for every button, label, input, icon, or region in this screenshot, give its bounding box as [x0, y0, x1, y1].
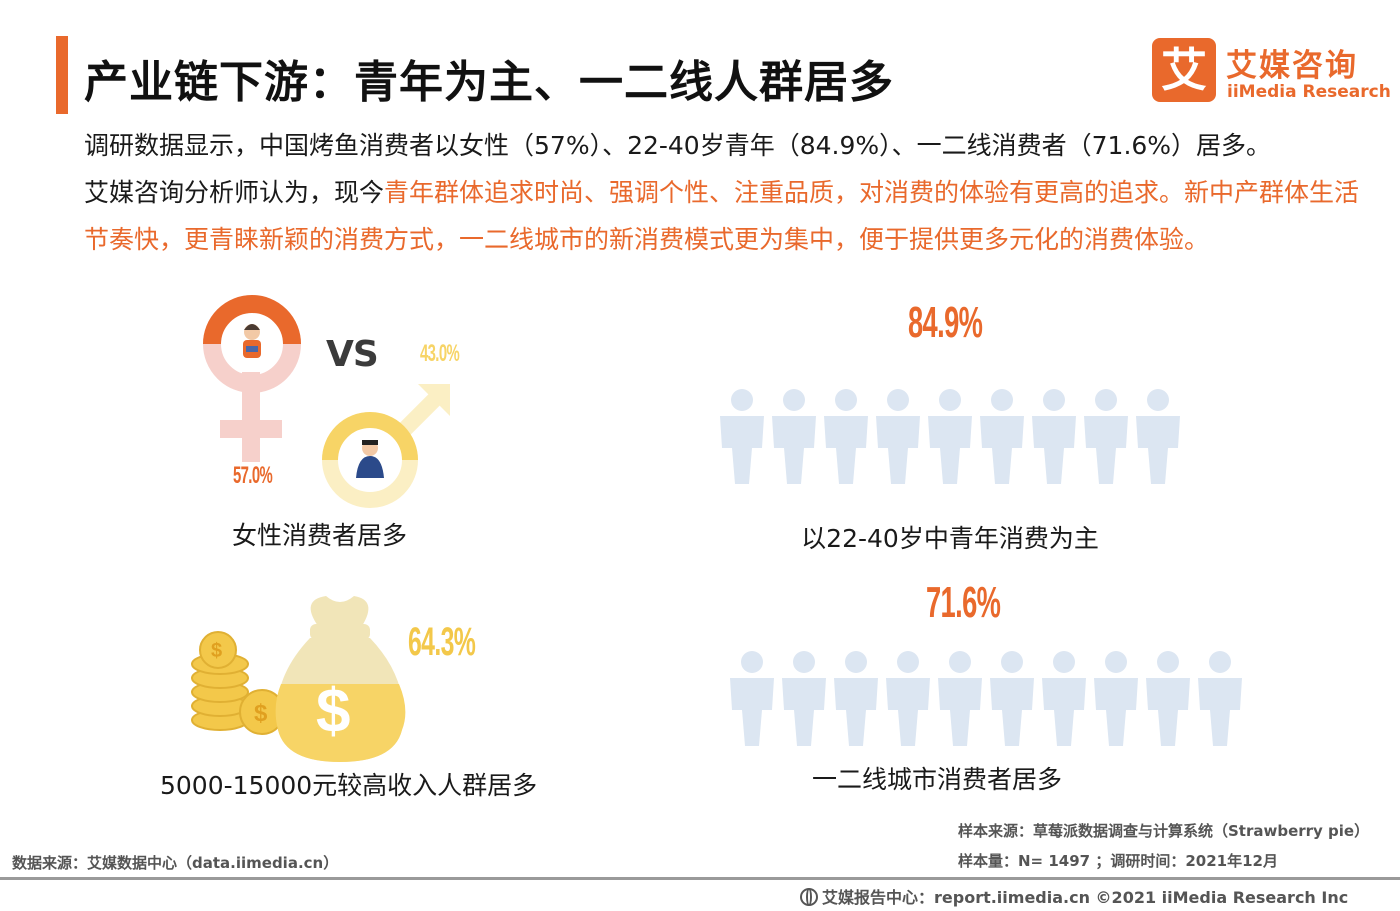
person-icon — [1136, 389, 1180, 484]
money-bag-icon: $ $ $ — [191, 596, 406, 762]
person-icon — [876, 389, 920, 484]
page-title: 产业链下游：青年为主、一二线人群居多 — [84, 57, 894, 108]
data-source: 数据来源：艾媒数据中心（data.iimedia.cn） — [12, 854, 339, 872]
svg-text:$: $ — [211, 640, 222, 662]
svg-text:$: $ — [316, 677, 350, 746]
female-symbol-icon — [203, 295, 301, 462]
intro-line-1: 调研数据显示，中国烤鱼消费者以女性（57%）、22-40岁青年（84.9%）、一… — [84, 131, 1272, 160]
title-accent-bar — [56, 36, 68, 114]
male-symbol-icon — [322, 384, 450, 508]
person-icon — [980, 389, 1024, 484]
youth-label: 以22-40岁中青年消费为主 — [801, 524, 1099, 553]
person-icon — [928, 389, 972, 484]
person-icon — [938, 651, 982, 746]
person-icon — [730, 651, 774, 746]
person-icon — [886, 651, 930, 746]
city-label: 一二线城市消费者居多 — [812, 765, 1063, 794]
iimedia-logo: 艾 艾媒咨询 iiMedia Research — [1152, 38, 1391, 108]
intro-highlight: 青年群体追求时尚、强调个性、注重品质，对消费的体验有更高的追求。新中产群体生活节… — [84, 178, 1360, 254]
footer-text: 艾媒报告中心：report.iimedia.cn ©2021 iiMedia R… — [822, 888, 1349, 907]
globe-icon — [800, 888, 818, 906]
intro-plain: 艾媒咨询分析师认为，现今 — [84, 178, 385, 207]
person-icon — [1094, 651, 1138, 746]
male-percentage: 43.0% — [420, 340, 460, 367]
sample-source: 样本来源：草莓派数据调查与计算系统（Strawberry pie） — [958, 822, 1370, 840]
person-icon — [782, 651, 826, 746]
person-icon — [824, 389, 868, 484]
logo-icon: 艾 — [1152, 38, 1216, 102]
person-icon — [720, 389, 764, 484]
city-percentage: 71.6% — [926, 578, 1001, 627]
income-label: 5000-15000元较高收入人群居多 — [160, 771, 538, 800]
sample-size: 样本量：N= 1497 ；调研时间：2021年12月 — [958, 852, 1278, 870]
intro-paragraph: 调研数据显示，中国烤鱼消费者以女性（57%）、22-40岁青年（84.9%）、一… — [84, 122, 1364, 263]
svg-text:$: $ — [254, 700, 268, 727]
person-icon — [1042, 651, 1086, 746]
logo-en-text: iiMedia Research — [1227, 82, 1391, 102]
person-icon — [1084, 389, 1128, 484]
person-icon — [1032, 389, 1076, 484]
person-icon — [772, 389, 816, 484]
person-icon — [990, 651, 1034, 746]
person-icon — [1146, 651, 1190, 746]
female-percentage: 57.0% — [233, 462, 273, 489]
logo-cn-text: 艾媒咨询 — [1226, 48, 1358, 84]
youth-percentage: 84.9% — [908, 298, 983, 347]
city-people-pictograph — [730, 651, 1242, 746]
income-percentage: 64.3% — [408, 620, 476, 664]
footer-divider — [0, 877, 1400, 880]
youth-people-pictograph — [720, 389, 1180, 484]
intro-line-2: 艾媒咨询分析师认为，现今青年群体追求时尚、强调个性、注重品质，对消费的体验有更高… — [84, 169, 1364, 263]
female-label: 女性消费者居多 — [232, 521, 408, 550]
person-icon — [834, 651, 878, 746]
person-icon — [1198, 651, 1242, 746]
footer: 艾媒报告中心：report.iimedia.cn ©2021 iiMedia R… — [800, 884, 1348, 908]
vs-text: VS — [326, 334, 379, 375]
